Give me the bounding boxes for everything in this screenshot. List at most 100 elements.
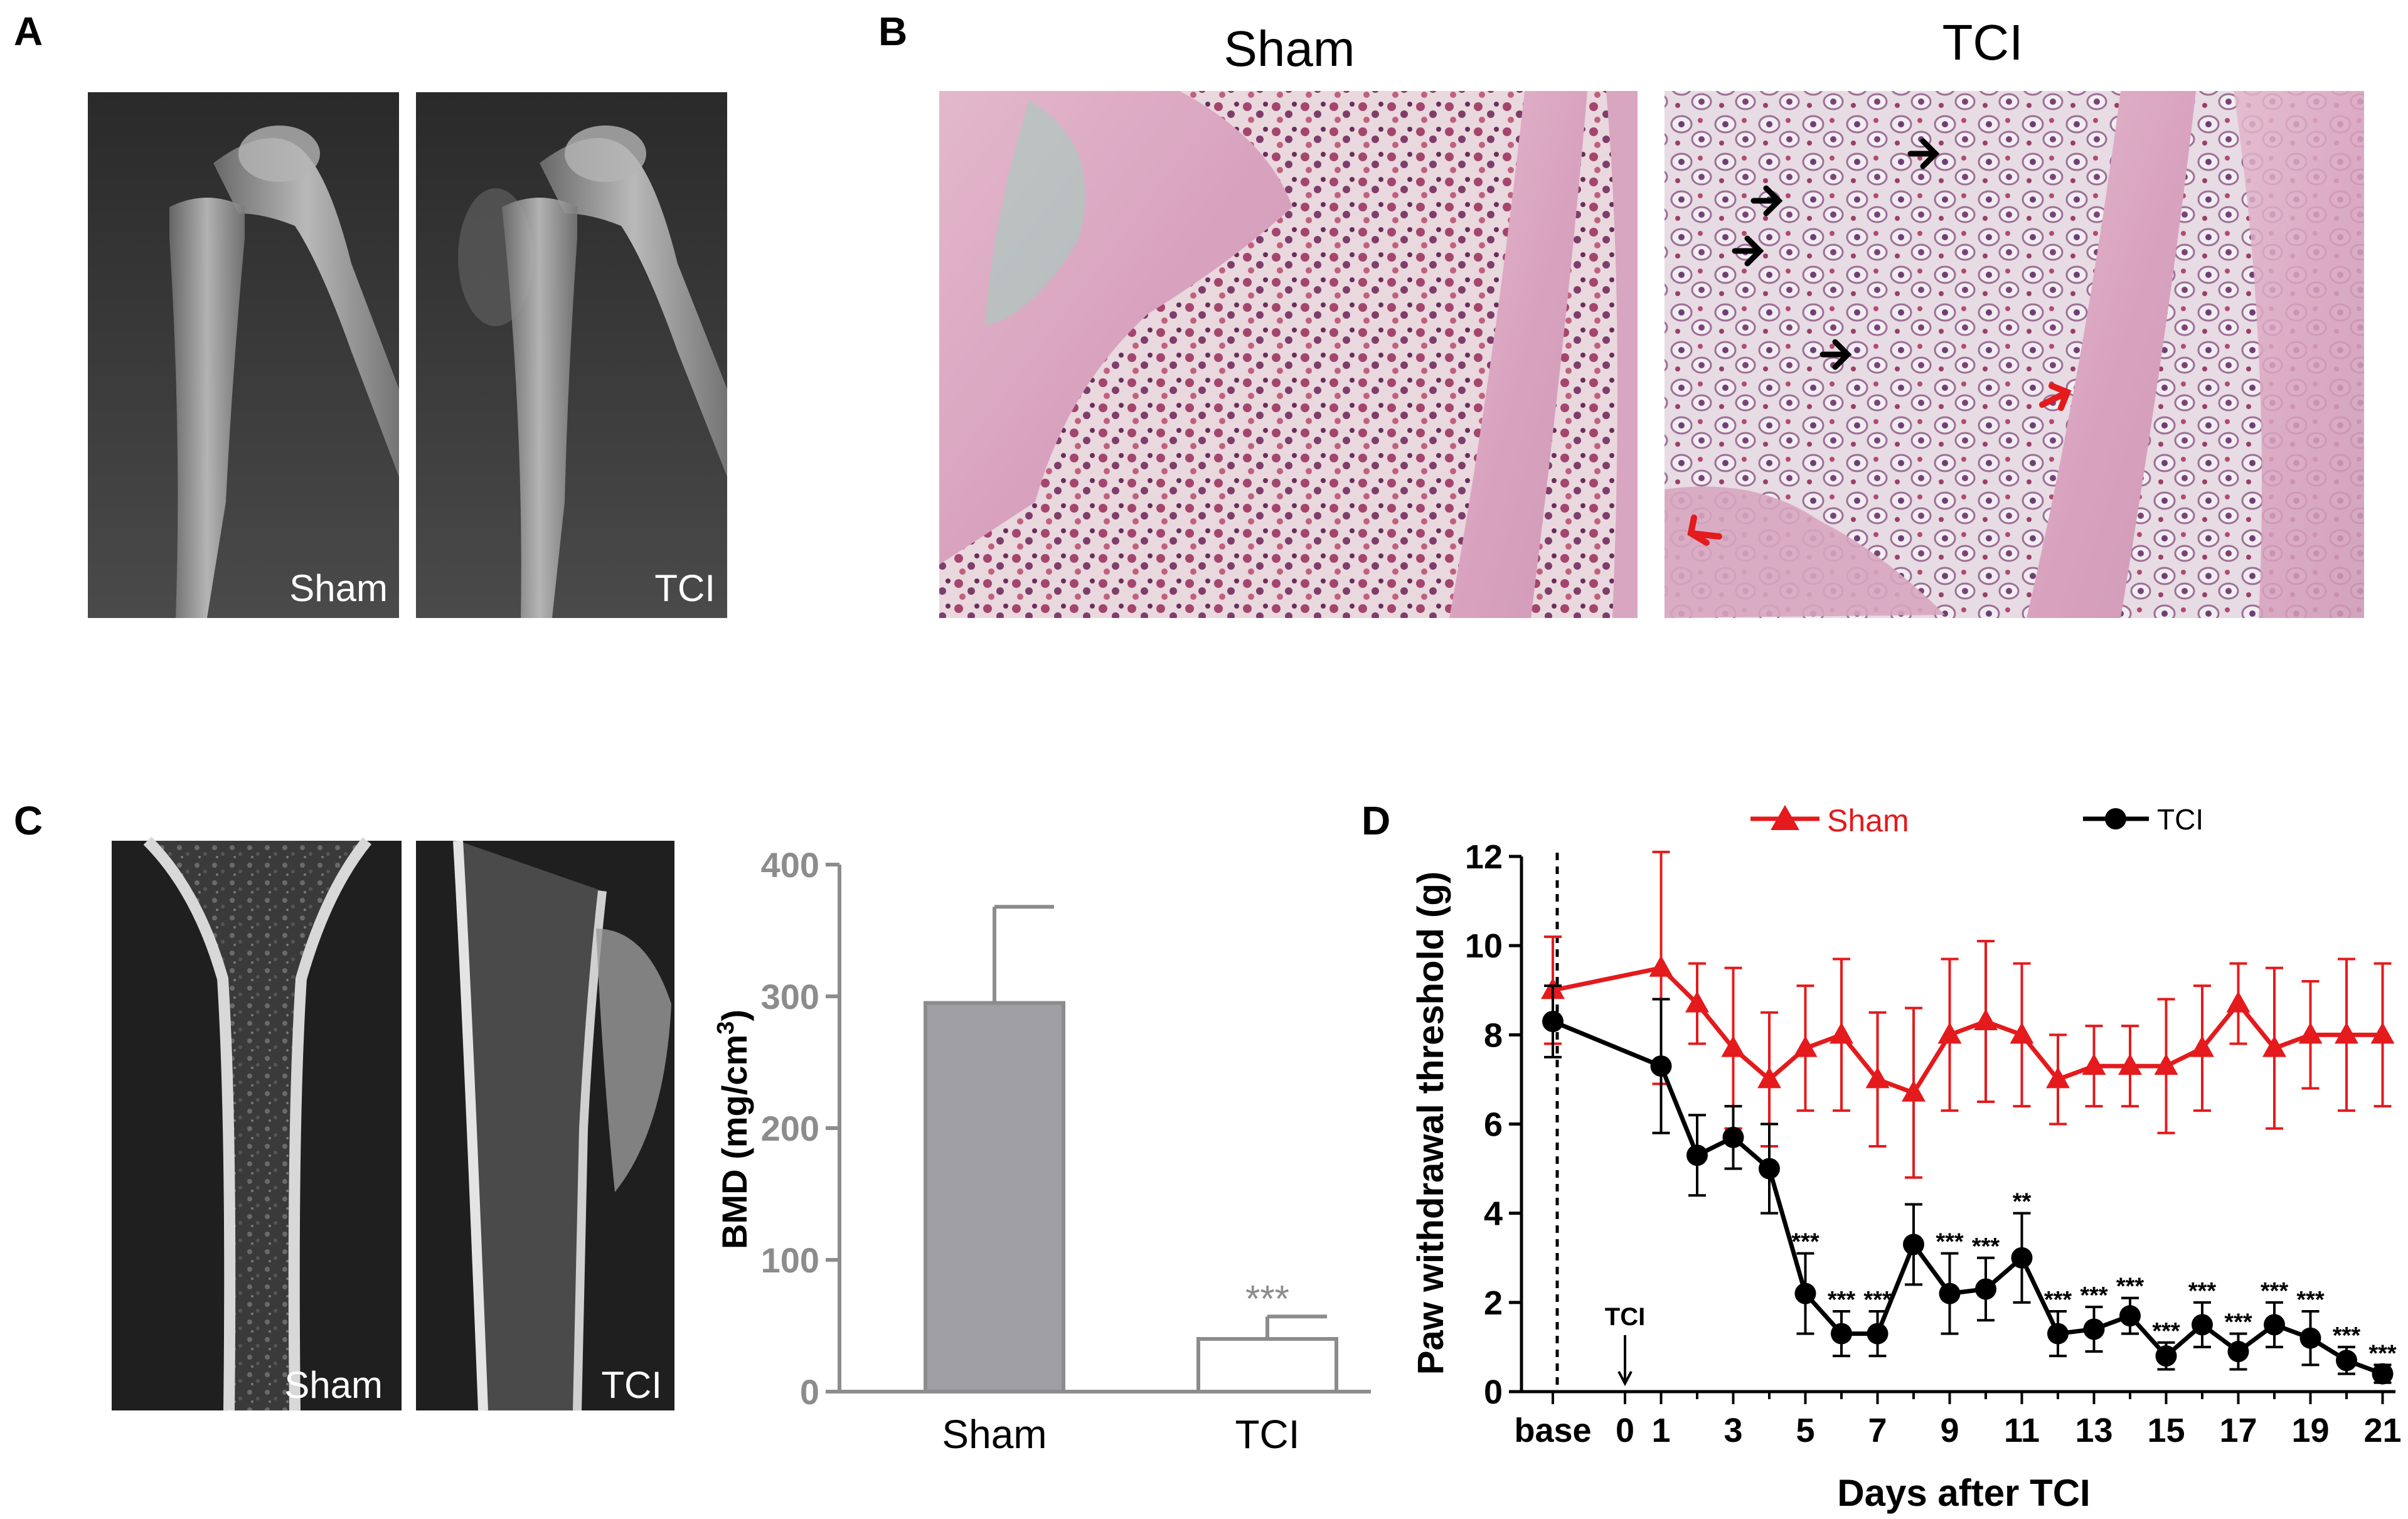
point-tci: [2047, 1323, 2069, 1345]
significance-label: ***: [2368, 1340, 2397, 1367]
point-sham: [2298, 1022, 2323, 1044]
point-tci: [1722, 1126, 1744, 1148]
point-tci: [1867, 1323, 1889, 1345]
significance-label: ***: [2224, 1309, 2252, 1336]
pwt-x-tick-label: 21: [2363, 1412, 2401, 1449]
pwt-x-tick-label: 17: [2219, 1412, 2257, 1449]
bmd-y-tick-label: 300: [761, 977, 819, 1016]
pwt-y-tick-label: 2: [1484, 1284, 1503, 1322]
line-tci: [1552, 1019, 2384, 1376]
pwt-x-tick-label: base: [1514, 1412, 1591, 1449]
point-tci: [1903, 1234, 1924, 1255]
significance-label: **: [2013, 1189, 2032, 1215]
xray-sham-image: Sham: [88, 92, 399, 618]
point-tci: [2372, 1363, 2394, 1385]
significance-label: ***: [2296, 1287, 2325, 1313]
point-sham: [1974, 1009, 1998, 1031]
point-sham: [1830, 1022, 1853, 1044]
xray-tci-label: TCI: [654, 567, 715, 609]
pwt-x-tick-label: 1: [1651, 1412, 1670, 1449]
bmd-y-axis-label-main: BMD (mg/cm: [715, 1035, 754, 1249]
pwt-y-tick-label: 10: [1465, 927, 1503, 965]
legend-tci-circle-icon: [2105, 808, 2126, 829]
panel-c-letter: C: [14, 798, 43, 843]
point-sham: [2154, 1053, 2178, 1075]
point-tci: [2227, 1341, 2249, 1363]
tci-arrow-head-icon: [1617, 1371, 1633, 1387]
pwt-x-tick-label: 0: [1616, 1412, 1634, 1449]
pwt-x-axis-label: Days after TCI: [1837, 1472, 2090, 1514]
histology-sham-image: [939, 91, 1638, 618]
point-tci: [1759, 1158, 1780, 1180]
point-sham: [1793, 1035, 1818, 1057]
point-sham: [1937, 1022, 1962, 1044]
significance-label: ***: [2333, 1323, 2361, 1349]
point-tci: [1975, 1278, 1996, 1300]
panel-b-letter: B: [878, 9, 907, 54]
point-sham: [2226, 991, 2251, 1013]
pwt-y-axis-label: Paw withdrawal threshold (g): [1410, 871, 1451, 1375]
point-tci: [2336, 1350, 2357, 1372]
point-tci: [2299, 1327, 2321, 1349]
bmd-significance-label: ***: [1245, 1277, 1289, 1319]
significance-label: ***: [2152, 1318, 2180, 1345]
histology-tci-image: [1665, 91, 2364, 618]
significance-label: ***: [1828, 1287, 1856, 1313]
point-tci: [1794, 1282, 1816, 1304]
point-tci: [2083, 1318, 2105, 1340]
xray-sham-label: Sham: [289, 567, 388, 609]
significance-label: ***: [2080, 1282, 2108, 1309]
significance-label: ***: [1972, 1234, 2000, 1260]
point-sham: [2262, 1035, 2286, 1057]
point-tci: [1831, 1323, 1852, 1345]
pwt-x-tick-label: 9: [1940, 1412, 1959, 1449]
point-sham: [2082, 1053, 2106, 1075]
histology-tci-title: TCI: [1942, 14, 2023, 70]
legend-sham-label: Sham: [1827, 803, 1909, 838]
point-tci: [1686, 1144, 1708, 1166]
bmd-y-axis-label-superscript: 3: [713, 1021, 739, 1035]
point-sham: [1902, 1080, 1926, 1102]
point-sham: [2010, 1022, 2034, 1044]
series-sham: [1541, 850, 2395, 1179]
red-arrow-icon: [1687, 383, 2072, 546]
point-tci: [2192, 1314, 2213, 1336]
point-tci: [2011, 1247, 2033, 1269]
pwt-x-tick-label: 11: [2004, 1412, 2040, 1449]
xray-tci-image: TCI: [416, 92, 727, 618]
pwt-x-tick-label: 13: [2075, 1412, 2112, 1449]
significance-label: ***: [2188, 1278, 2217, 1304]
bmd-y-tick-label: 100: [761, 1240, 819, 1280]
line-sham: [1552, 965, 2383, 1096]
bmd-bar-chart: BMD (mg/cm3) 0 100 200 300 400 Sham TCI ***: [713, 845, 1371, 1457]
significance-label: ***: [1936, 1229, 1964, 1255]
panel-d-letter: D: [1361, 798, 1390, 843]
panel-b: B Sham TCI: [878, 9, 2364, 618]
bmd-y-tick-label: 200: [761, 1109, 819, 1148]
significance-label: ***: [2261, 1278, 2289, 1304]
point-tci: [1650, 1055, 1672, 1077]
pwt-y-tick-label: 4: [1484, 1195, 1503, 1233]
point-sham: [2190, 1035, 2214, 1057]
pwt-x-tick-label: 5: [1796, 1412, 1814, 1449]
significance-label: ***: [2044, 1287, 2072, 1313]
microct-sham-image: Sham: [112, 836, 402, 1411]
significance-label: ***: [1863, 1287, 1892, 1313]
legend-sham-triangle-icon: [1771, 805, 1799, 830]
pwt-legend: Sham TCI: [1750, 803, 2203, 838]
tci-arrow-label: TCI: [1605, 1303, 1645, 1331]
bmd-y-tick-label: 400: [761, 845, 819, 885]
microct-sham-label: Sham: [284, 1364, 383, 1406]
point-sham: [2118, 1053, 2142, 1075]
point-sham: [2046, 1067, 2070, 1089]
pwt-x-tick-label: 3: [1723, 1412, 1742, 1449]
pwt-x-tick-label: 7: [1868, 1412, 1887, 1449]
panel-a: A Sham TCI: [14, 9, 727, 618]
pwt-y-tick-label: 8: [1484, 1016, 1503, 1054]
point-sham: [2370, 1022, 2395, 1044]
histology-sham-title: Sham: [1224, 21, 1355, 77]
pwt-y-tick-label: 12: [1465, 838, 1503, 876]
